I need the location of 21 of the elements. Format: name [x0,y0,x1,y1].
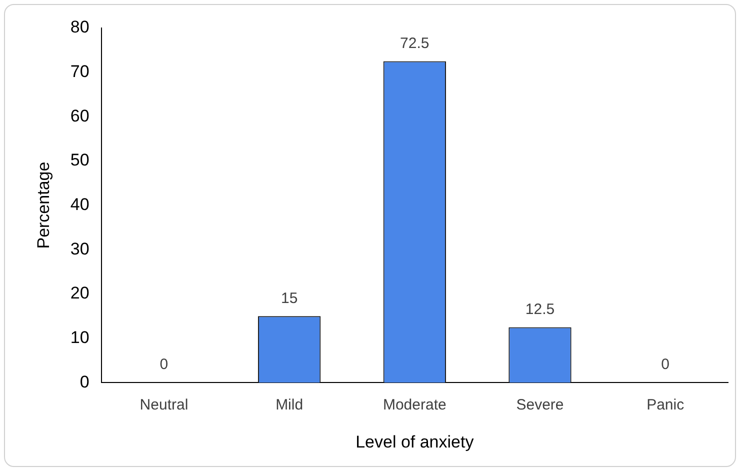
x-tick-label: Panic [646,396,685,414]
data-label: 0 [661,356,670,374]
y-tick-label: 20 [70,284,90,303]
data-label: 0 [160,356,168,374]
y-tick-label: 50 [70,150,90,170]
x-tick-label: Moderate [382,396,446,414]
y-tick-label: 60 [70,106,90,126]
y-tick-label: 30 [70,239,90,258]
data-label: 15 [280,290,298,307]
y-tick-label: 40 [70,194,90,214]
data-label: 12.5 [525,300,555,318]
y-tick-label: 0 [80,372,90,392]
x-tick-label: Neutral [140,396,188,414]
y-tick-label: 10 [70,328,90,347]
x-axis-title: Level of anxiety [356,432,474,452]
x-tick-label: Mild [276,396,304,414]
y-axis-title: Percentage [34,162,53,249]
data-label: 72.5 [400,34,430,52]
y-tick-label: 80 [70,18,90,37]
x-tick-label: Severe [516,396,564,414]
y-tick-label: 70 [70,62,90,82]
